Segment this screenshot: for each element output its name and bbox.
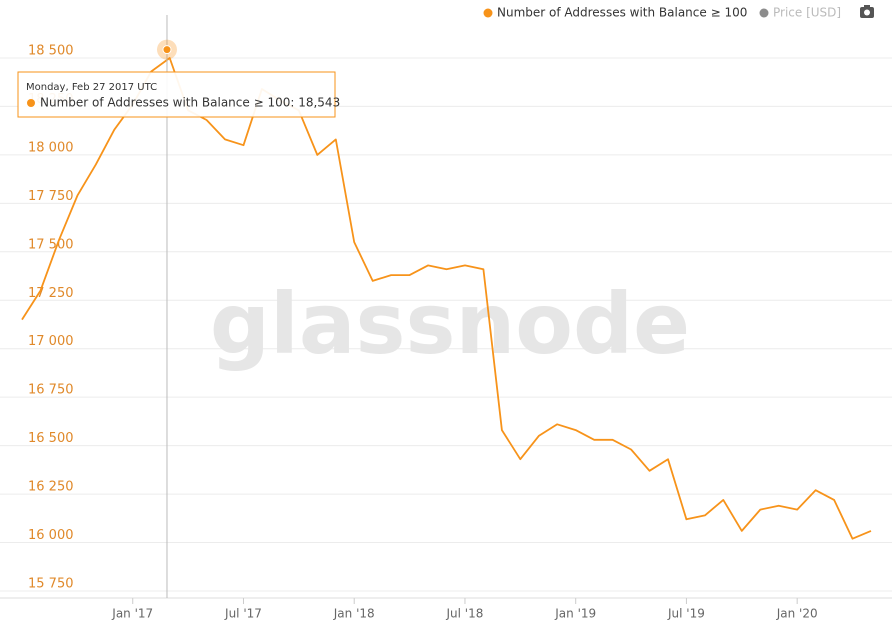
y-tick-label: 15 750 [28,577,74,592]
y-tick-label: 17 000 [28,334,74,349]
y-tick-label: 17 750 [28,189,74,204]
tooltip-date: Monday, Feb 27 2017 UTC [26,82,157,93]
tooltip-text: Number of Addresses with Balance ≥ 100: … [40,96,340,110]
camera-icon[interactable] [860,5,874,18]
y-tick-label: 18 500 [28,43,74,58]
x-tick-label: Jul '17 [224,607,262,621]
tooltip: Monday, Feb 27 2017 UTC Number of Address… [17,71,340,118]
y-tick-label: 16 500 [28,431,74,446]
y-tick-label: 18 000 [28,140,74,155]
y-tick-label: 17 500 [28,237,74,252]
tooltip-marker [27,99,35,107]
y-tick-label: 16 250 [28,480,74,495]
legend-marker [759,8,769,18]
x-tick-label: Jul '19 [667,607,705,621]
legend-label[interactable]: Price [USD] [773,6,841,20]
watermark: glassnode [210,275,690,373]
legend-marker [483,8,493,18]
x-tick-label: Jul '18 [446,607,484,621]
x-tick-label: Jan '17 [111,607,153,621]
x-tick-label: Jan '19 [554,607,596,621]
data-line [21,57,872,540]
tooltip-box [17,71,336,118]
y-tick-label: 16 750 [28,383,74,398]
x-tick-label: Jan '20 [776,607,818,621]
legend-label[interactable]: Number of Addresses with Balance ≥ 100 [497,6,747,20]
hover-point [162,45,172,55]
x-tick-label: Jan '18 [333,607,375,621]
legend: Number of Addresses with Balance ≥ 100 P… [483,5,874,20]
y-tick-label: 17 250 [28,286,74,301]
y-tick-label: 16 000 [28,528,74,543]
